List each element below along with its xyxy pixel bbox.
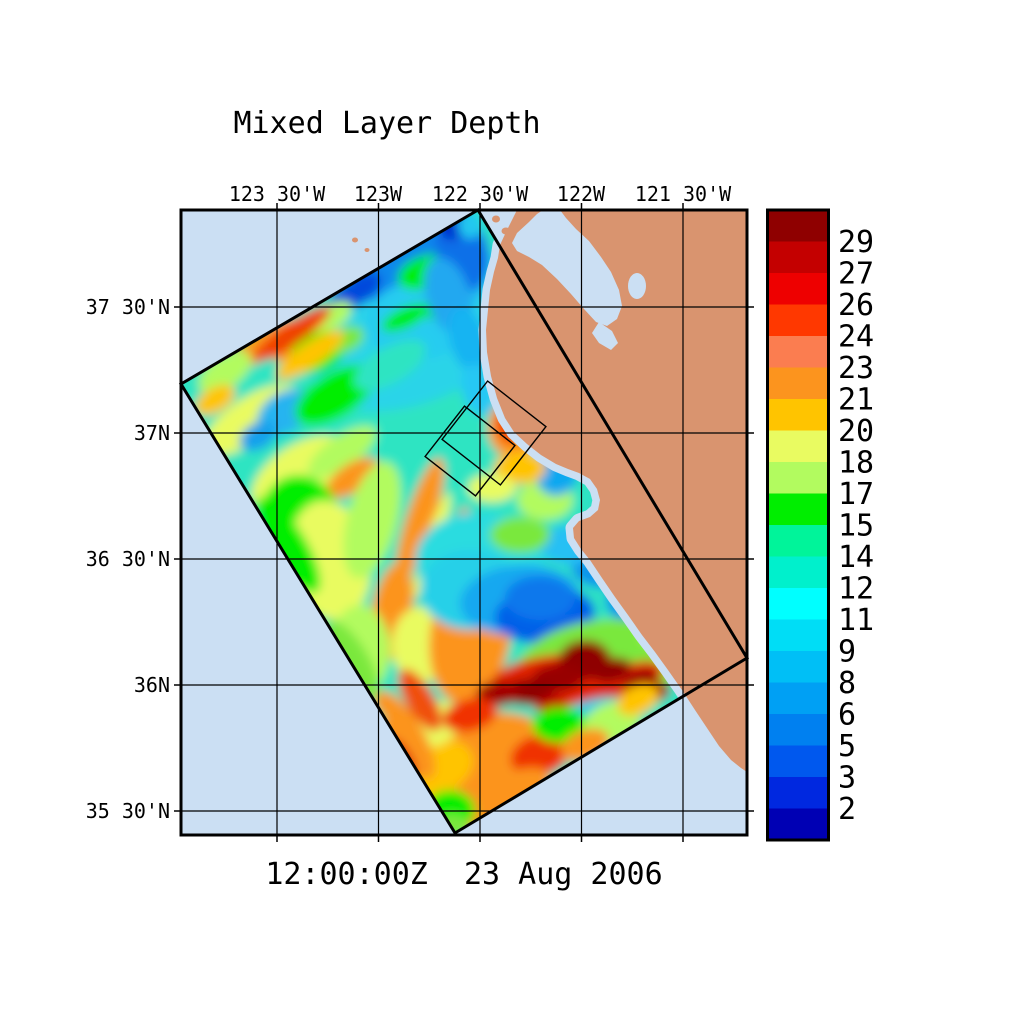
colorbar-tick: 27 [838, 257, 874, 292]
colorbar-segment [767, 367, 829, 399]
colorbar-segment [767, 430, 829, 462]
colorbar-tick: 11 [838, 603, 874, 638]
colorbar-tick: 2 [838, 792, 856, 827]
model-domain-outline [178, 207, 750, 836]
colorbar-tick: 26 [838, 288, 874, 323]
sf-bay-water [512, 210, 622, 326]
lat-label: 37 30'N [86, 295, 170, 319]
san-pablo-bay-water [628, 273, 646, 299]
colorbar-tick: 12 [838, 572, 874, 607]
colorbar-tick: 18 [838, 446, 874, 481]
lon-label: 121 30'W [635, 182, 732, 206]
colorbar-segment [767, 651, 829, 683]
plot-frame [179, 208, 749, 837]
lon-label: 122W [557, 182, 606, 206]
colorbar-segment [767, 556, 829, 588]
south-bay-water [592, 322, 618, 350]
colorbar-tick: 17 [838, 477, 874, 512]
colorbar-segment [767, 619, 829, 651]
left-axis-labels: 37 30'N 37N 36 30'N 36N 35 30'N [86, 295, 170, 823]
lat-label: 36N [134, 673, 170, 697]
colorbar-segment [767, 210, 829, 242]
colorbar-segment [767, 525, 829, 557]
colorbar-tick: 29 [838, 225, 874, 260]
colorbar-tick: 6 [838, 698, 856, 733]
colorbar-segment [767, 588, 829, 620]
colorbar-segment [767, 745, 829, 777]
colorbar-segment [767, 273, 829, 305]
colorbar-segment [767, 336, 829, 368]
farallon-islet [364, 248, 370, 252]
colorbar-segment [767, 241, 829, 273]
colorbar-labels: 29 27 26 24 23 21 20 18 17 15 14 12 11 9… [838, 225, 874, 827]
colorbar-segment [767, 808, 829, 840]
colorbar-tick: 9 [838, 635, 856, 670]
colorbar-segment [767, 462, 829, 494]
islet [501, 227, 511, 235]
colorbar-tick: 3 [838, 761, 856, 796]
islet [492, 215, 500, 223]
plot-title: Mixed Layer Depth [233, 106, 540, 141]
grid-lines [181, 210, 747, 835]
colorbar-segment [767, 493, 829, 525]
colorbar-tick: 21 [838, 383, 874, 418]
lon-label: 123 30'W [229, 182, 326, 206]
lat-label: 37N [134, 421, 170, 445]
colorbar-segment [767, 682, 829, 714]
colorbar-tick: 8 [838, 666, 856, 701]
colorbar-tick: 5 [838, 729, 856, 764]
colorbar-segment [767, 304, 829, 336]
top-axis-labels: 123 30'W 123W 122 30'W 122W 121 30'W [229, 182, 732, 206]
colorbar-border [766, 208, 830, 842]
colorbar-segment [767, 399, 829, 431]
lon-label: 123W [354, 182, 403, 206]
lat-label: 35 30'N [86, 799, 170, 823]
colorbar-tick: 20 [838, 414, 874, 449]
farallon-islet [352, 237, 358, 243]
lon-label: 122 30'W [432, 182, 529, 206]
colorbar-tick: 24 [838, 320, 874, 355]
land-polygon [486, 210, 747, 772]
colorbar-tick: 14 [838, 540, 874, 575]
nested-grid-boxes [424, 380, 547, 497]
colorbar-segment [767, 714, 829, 746]
colorbar-tick: 15 [838, 509, 874, 544]
lat-label: 36 30'N [86, 547, 170, 571]
colorbar [766, 208, 830, 842]
colorbar-segment [767, 777, 829, 809]
colorbar-tick: 23 [838, 351, 874, 386]
timestamp-label: 12:00:00Z 23 Aug 2006 [265, 857, 662, 892]
